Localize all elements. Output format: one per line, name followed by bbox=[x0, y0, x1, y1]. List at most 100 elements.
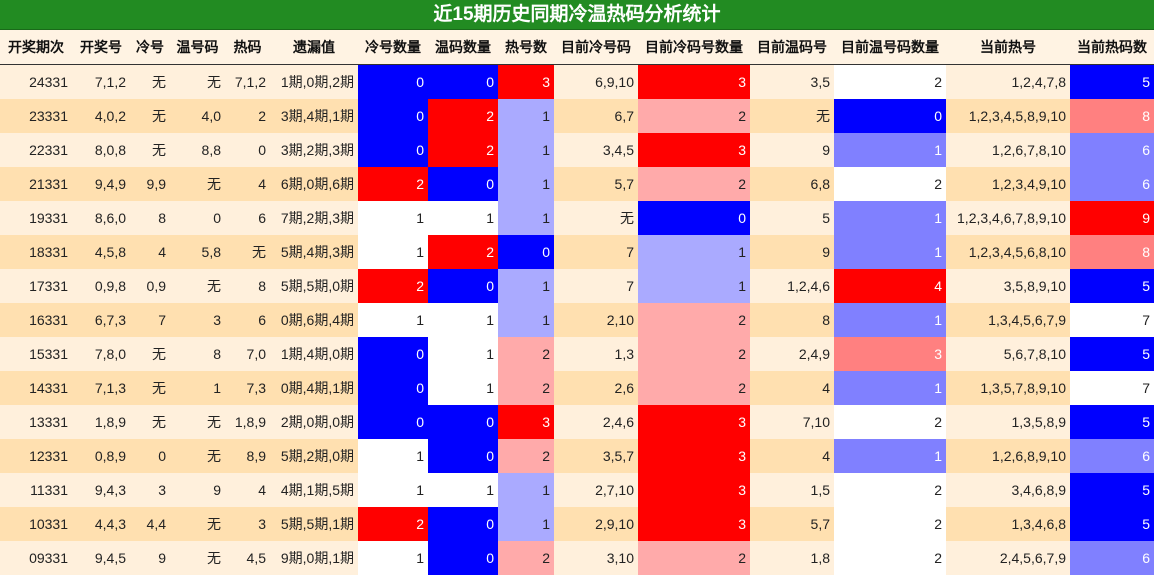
table-cell: 2 bbox=[225, 99, 270, 133]
table-cell: 1,2,6,7,8,10 bbox=[946, 133, 1070, 167]
table-cell: 4,0 bbox=[170, 99, 225, 133]
table-cell: 1,2,3,4,9,10 bbox=[946, 167, 1070, 201]
table-cell: 10331 bbox=[0, 507, 72, 541]
table-cell: 6,7 bbox=[554, 99, 638, 133]
column-header: 开奖期次 bbox=[0, 30, 72, 65]
table-row: 11331 9,4,3 3 9 4 4期,1期,5期 1 1 1 2,7,10 3 1,5 2 3,4,6… bbox=[0, 473, 1154, 507]
table-cell: 0期,6期,4期 bbox=[270, 303, 358, 337]
table-cell: 0 bbox=[428, 269, 498, 303]
table-cell: 6,8 bbox=[750, 167, 834, 201]
table-cell: 22331 bbox=[0, 133, 72, 167]
column-header: 目前冷号码 bbox=[554, 30, 638, 65]
table-cell: 1,2,4,7,8 bbox=[946, 64, 1070, 99]
table-cell: 17331 bbox=[0, 269, 72, 303]
table-row: 21331 9,4,9 9,9 无 4 6期,0期,6期 2 0 1 5,7 2 6,8 2 1,2,3,… bbox=[0, 167, 1154, 201]
table-cell: 5期,5期,1期 bbox=[270, 507, 358, 541]
table-cell: 8 bbox=[170, 337, 225, 371]
table-row: 23331 4,0,2 无 4,0 2 3期,4期,1期 0 2 1 6,7 2 无 0 1,2,3,4,… bbox=[0, 99, 1154, 133]
table-row: 14331 7,1,3 无 1 7,3 0期,4期,1期 0 1 2 2,6 2 4 1 1,3,5,7,… bbox=[0, 371, 1154, 405]
table-cell: 2 bbox=[834, 167, 946, 201]
table-row: 22331 8,0,8 无 8,8 0 3期,2期,3期 0 2 1 3,4,5 3 9 1 1,2,6,… bbox=[0, 133, 1154, 167]
table-cell: 2 bbox=[498, 439, 554, 473]
table-cell: 4 bbox=[750, 371, 834, 405]
table-cell: 0 bbox=[358, 337, 428, 371]
table-cell: 2 bbox=[638, 99, 750, 133]
table-cell: 7,1,2 bbox=[225, 64, 270, 99]
table-cell: 1,2,4,6 bbox=[750, 269, 834, 303]
table-cell: 1 bbox=[358, 201, 428, 235]
table-cell: 23331 bbox=[0, 99, 72, 133]
table-cell: 2,9,10 bbox=[554, 507, 638, 541]
table-cell: 1,2,3,4,5,8,9,10 bbox=[946, 99, 1070, 133]
table-cell: 6 bbox=[1070, 541, 1154, 575]
table-cell: 1 bbox=[358, 439, 428, 473]
table-cell: 4期,1期,5期 bbox=[270, 473, 358, 507]
table-cell: 1 bbox=[498, 167, 554, 201]
table-cell: 1期,4期,0期 bbox=[270, 337, 358, 371]
table-cell: 1 bbox=[358, 235, 428, 269]
table-cell: 3 bbox=[225, 507, 270, 541]
table-cell: 7 bbox=[554, 235, 638, 269]
table-cell: 1 bbox=[498, 507, 554, 541]
table-cell: 1 bbox=[428, 337, 498, 371]
table-cell: 1 bbox=[498, 303, 554, 337]
table-cell: 0 bbox=[638, 201, 750, 235]
table-cell: 5,8 bbox=[170, 235, 225, 269]
table-cell: 0 bbox=[498, 235, 554, 269]
table-cell: 8 bbox=[1070, 99, 1154, 133]
table-cell: 1 bbox=[834, 235, 946, 269]
table-cell: 3,5 bbox=[750, 64, 834, 99]
table-cell: 2 bbox=[638, 337, 750, 371]
table-cell: 6 bbox=[1070, 439, 1154, 473]
table-row: 09331 9,4,5 9 无 4,5 9期,0期,1期 1 0 2 3,10 2 1,8 2 2,4,5… bbox=[0, 541, 1154, 575]
table-cell: 1 bbox=[834, 133, 946, 167]
table-cell: 8 bbox=[225, 269, 270, 303]
table-cell: 4,5,8 bbox=[72, 235, 130, 269]
table-cell: 4 bbox=[225, 167, 270, 201]
table-cell: 1,5 bbox=[750, 473, 834, 507]
stats-table: 开奖期次 开奖号 冷号 温号码 热码 遗漏值 冷号数量 温码数量 热号数 目前冷号码 目前冷码号数量… bbox=[0, 30, 1154, 575]
table-cell: 3 bbox=[638, 64, 750, 99]
table-cell: 1 bbox=[358, 473, 428, 507]
table-cell: 0 bbox=[428, 439, 498, 473]
table-cell: 6 bbox=[225, 303, 270, 337]
table-cell: 4,4,3 bbox=[72, 507, 130, 541]
table-cell: 5,7 bbox=[554, 167, 638, 201]
table-cell: 2 bbox=[834, 541, 946, 575]
table-cell: 2期,0期,0期 bbox=[270, 405, 358, 439]
table-cell: 3 bbox=[498, 405, 554, 439]
table-row: 17331 0,9,8 0,9 无 8 5期,5期,0期 2 0 1 7 1 1,2,4,6 4 3,5,… bbox=[0, 269, 1154, 303]
table-cell: 0 bbox=[834, 99, 946, 133]
table-cell: 1 bbox=[358, 541, 428, 575]
table-cell: 无 bbox=[750, 99, 834, 133]
table-cell: 3 bbox=[638, 439, 750, 473]
table-cell: 12331 bbox=[0, 439, 72, 473]
table-cell: 1,8,9 bbox=[225, 405, 270, 439]
table-cell: 1,2,6,8,9,10 bbox=[946, 439, 1070, 473]
table-cell: 9,4,9 bbox=[72, 167, 130, 201]
table-cell: 2,6 bbox=[554, 371, 638, 405]
table-cell: 15331 bbox=[0, 337, 72, 371]
table-cell: 2,4,9 bbox=[750, 337, 834, 371]
table-cell: 3 bbox=[638, 405, 750, 439]
table-cell: 5期,5期,0期 bbox=[270, 269, 358, 303]
table-cell: 2 bbox=[834, 405, 946, 439]
table-cell: 0 bbox=[358, 405, 428, 439]
table-cell: 9 bbox=[130, 541, 170, 575]
table-row: 16331 6,7,3 7 3 6 0期,6期,4期 1 1 1 2,10 2 8 1 1,3,4,5,6… bbox=[0, 303, 1154, 337]
table-cell: 8,6,0 bbox=[72, 201, 130, 235]
table-cell: 3,10 bbox=[554, 541, 638, 575]
table-cell: 1,3,5,7,8,9,10 bbox=[946, 371, 1070, 405]
table-cell: 16331 bbox=[0, 303, 72, 337]
table-cell: 0 bbox=[428, 541, 498, 575]
table-cell: 2,10 bbox=[554, 303, 638, 337]
table-cell: 5,7 bbox=[750, 507, 834, 541]
table-cell: 0,9 bbox=[130, 269, 170, 303]
table-cell: 6 bbox=[225, 201, 270, 235]
table-cell: 无 bbox=[130, 337, 170, 371]
table-row: 18331 4,5,8 4 5,8 无 5期,4期,3期 1 2 0 7 1 9 1 1,2,3,4,5,… bbox=[0, 235, 1154, 269]
title: 近15期历史同期冷温热码分析统计 bbox=[0, 0, 1154, 30]
table-cell: 3,5,7 bbox=[554, 439, 638, 473]
table-cell: 3期,4期,1期 bbox=[270, 99, 358, 133]
table-cell: 0,9,8 bbox=[72, 269, 130, 303]
